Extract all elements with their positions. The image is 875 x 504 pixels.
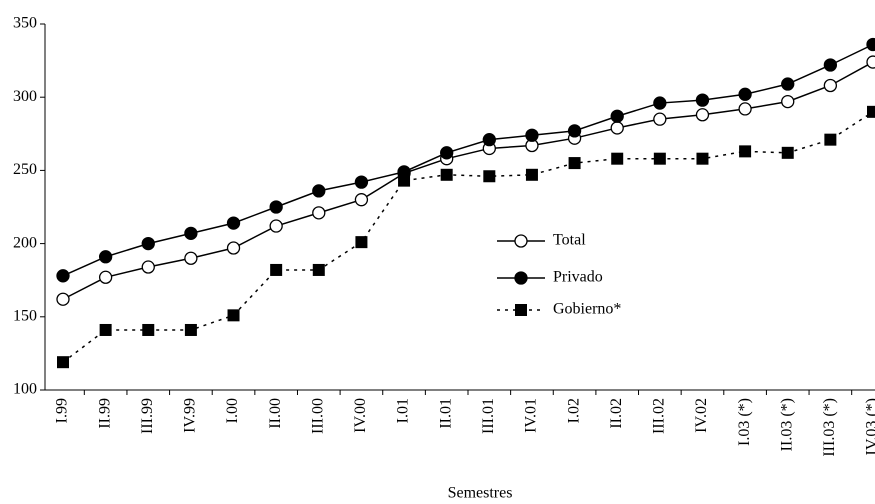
marker xyxy=(823,58,838,72)
legend-label: Gobierno* xyxy=(553,301,621,318)
x-tick-label: II.03 (*) xyxy=(778,398,795,451)
marker xyxy=(738,87,752,101)
y-tick-label: 200 xyxy=(13,234,37,251)
marker xyxy=(226,216,241,230)
marker xyxy=(610,109,624,123)
marker xyxy=(653,152,666,165)
marker xyxy=(695,108,710,122)
x-tick-label: II.99 xyxy=(96,398,113,429)
y-tick-label: 250 xyxy=(13,161,37,178)
marker xyxy=(312,263,325,276)
marker xyxy=(269,200,283,214)
marker xyxy=(312,184,326,198)
x-tick-label: IV.02 xyxy=(693,398,710,433)
x-tick-label: III.00 xyxy=(309,398,326,434)
marker xyxy=(355,236,368,249)
marker xyxy=(866,55,875,69)
legend-label: Privado xyxy=(553,269,603,286)
marker xyxy=(354,193,369,207)
marker xyxy=(56,292,70,306)
marker xyxy=(99,323,112,336)
x-tick-label: I.02 xyxy=(565,398,582,423)
marker xyxy=(57,356,69,369)
marker xyxy=(269,219,283,233)
x-tick-label: III.01 xyxy=(480,398,497,434)
marker xyxy=(781,77,795,91)
x-tick-label: I.99 xyxy=(54,398,71,423)
marker xyxy=(354,175,369,189)
x-tick-label: II.00 xyxy=(267,398,284,429)
marker xyxy=(312,206,326,220)
x-tick-label: I.03 (*) xyxy=(736,398,753,446)
marker xyxy=(141,236,155,251)
x-axis-label: Semestres xyxy=(448,485,513,502)
marker xyxy=(867,105,875,118)
marker xyxy=(515,304,527,316)
marker xyxy=(482,133,496,147)
x-tick-label: II.02 xyxy=(608,398,625,429)
x-tick-label: I.01 xyxy=(395,398,412,423)
y-tick-label: 150 xyxy=(13,307,37,324)
marker xyxy=(141,260,155,274)
marker xyxy=(695,93,710,107)
marker xyxy=(184,226,198,241)
marker xyxy=(653,96,667,110)
marker xyxy=(398,174,411,187)
marker xyxy=(270,263,283,276)
marker xyxy=(98,250,113,264)
x-tick-label: I.00 xyxy=(224,398,241,423)
series-line xyxy=(62,43,874,277)
y-tick-label: 100 xyxy=(13,381,37,398)
marker xyxy=(184,323,197,336)
marker xyxy=(98,270,113,284)
x-tick-label: III.99 xyxy=(139,398,156,434)
marker xyxy=(611,152,624,165)
marker xyxy=(824,133,837,146)
marker xyxy=(56,269,70,283)
y-tick-label: 300 xyxy=(13,88,37,105)
marker xyxy=(610,121,624,135)
marker xyxy=(781,94,795,109)
marker xyxy=(514,234,528,248)
x-tick-label: IV.01 xyxy=(523,398,540,433)
x-tick-label: IV.99 xyxy=(182,398,199,433)
series-line xyxy=(62,111,874,363)
x-tick-label: IV.03 (*) xyxy=(864,398,875,455)
marker xyxy=(738,102,752,116)
marker xyxy=(567,124,582,138)
x-tick-label: III.03 (*) xyxy=(821,398,838,457)
marker xyxy=(525,128,539,142)
marker xyxy=(696,152,709,165)
marker xyxy=(184,251,198,265)
marker xyxy=(440,146,454,160)
y-tick-label: 350 xyxy=(13,15,37,32)
x-tick-label: II.01 xyxy=(437,398,454,429)
series-line xyxy=(62,61,874,300)
marker xyxy=(866,37,875,52)
marker xyxy=(568,157,581,170)
marker xyxy=(483,170,496,183)
x-tick-label: IV.00 xyxy=(352,398,369,433)
marker xyxy=(514,271,528,285)
marker xyxy=(142,323,155,336)
legend-label: Total xyxy=(553,232,586,249)
marker xyxy=(739,145,752,158)
marker xyxy=(823,78,838,93)
x-tick-label: III.02 xyxy=(651,398,668,434)
marker xyxy=(226,241,241,255)
marker xyxy=(781,146,794,159)
marker xyxy=(440,168,453,181)
marker xyxy=(525,168,538,181)
marker xyxy=(227,309,240,322)
marker xyxy=(653,112,667,126)
